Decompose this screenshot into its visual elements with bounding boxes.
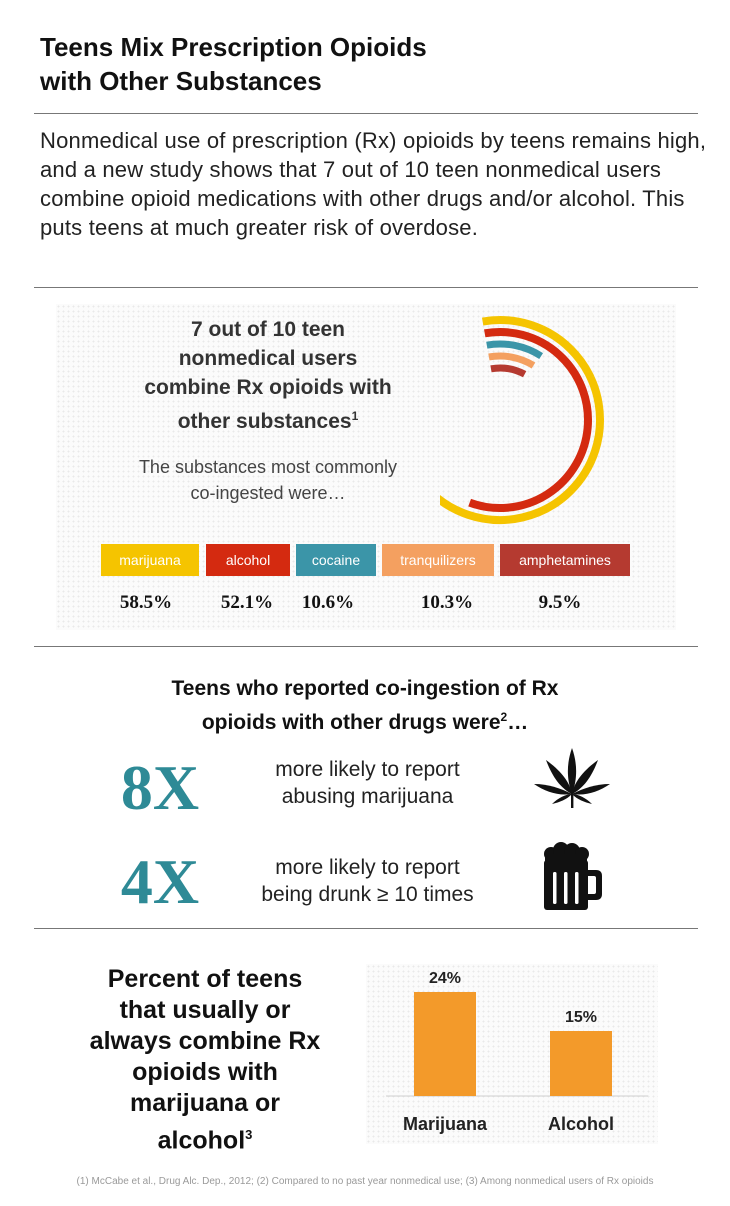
percent-heading-line-6: alcohol [157, 1126, 246, 1155]
arc-cocaine [486, 340, 544, 360]
cannabis-leaf-icon [534, 748, 610, 808]
drunk-risk-text: more likely to report being drunk ≥ 10 t… [230, 854, 505, 908]
legend-chip-marijuana: marijuana [101, 544, 199, 576]
co-ingestion-heading-line-2: opioids with other drugs were [201, 711, 501, 734]
beer-mug-icon [544, 842, 602, 910]
stat-headline-line-4: other substances [177, 410, 352, 433]
stat-subtext-line-1: The substances most commonly [138, 457, 398, 477]
bar-value-marijuana: 24% [429, 970, 461, 987]
percent-heading-line-5: marijuana or [129, 1089, 281, 1117]
percent-tranquilizers: 10.3% [420, 592, 474, 613]
legend-chip-alcohol: alcohol [206, 544, 290, 576]
co-ingestion-heading-line-1: Teens who reported co-ingestion of Rx [171, 677, 559, 700]
intro-paragraph: Nonmedical use of prescription (Rx) opio… [40, 128, 707, 240]
risk-line-1: more likely to report [275, 856, 460, 879]
multiplier-8x: 8X [120, 752, 200, 823]
page-title: Teens Mix Prescription Opioids with Othe… [40, 30, 680, 98]
arc-amphetamines [490, 364, 527, 378]
title-line-2: with Other Substances [40, 66, 322, 96]
legend-chip-amphetamines: amphetamines [500, 544, 630, 576]
arc-tranquilizers [488, 352, 536, 369]
co-ingestion-heading: Teens who reported co-ingestion of Rx op… [90, 674, 640, 737]
bar-marijuana [414, 992, 476, 1096]
divider [34, 113, 698, 114]
percent-heading-line-3: always combine Rx [89, 1027, 321, 1055]
risk-line-2: being drunk ≥ 10 times [261, 883, 474, 906]
legend-chip-tranquilizers: tranquilizers [382, 544, 494, 576]
percent-heading: Percent of teens that usually or always … [60, 964, 350, 1156]
percent-heading-line-2: that usually or [119, 996, 291, 1024]
footnote-ref: 1 [351, 409, 359, 423]
substance-arc-chart [440, 316, 604, 524]
footnote: (1) McCabe et al., Drug Alc. Dep., 2012;… [76, 1176, 654, 1187]
percent-heading-line-4: opioids with [132, 1058, 278, 1086]
bar-alcohol [550, 1031, 612, 1096]
percent-marijuana: 58.5% [119, 592, 173, 613]
stat-subtext: The substances most commonly co-ingested… [98, 454, 438, 506]
legend-chip-cocaine: cocaine [296, 544, 376, 576]
stat-subtext-line-2: co-ingested were… [190, 483, 346, 503]
multiplier-4x: 4X [120, 846, 200, 917]
heading-ellipsis: … [507, 711, 529, 734]
risk-line-2: abusing marijuana [281, 785, 454, 808]
title-line-1: Teens Mix Prescription Opioids [40, 32, 427, 62]
bar-value-alcohol: 15% [565, 1009, 597, 1026]
footnote-ref: 2 [500, 710, 508, 724]
divider [34, 928, 698, 929]
stat-headline-line-2: nonmedical users [178, 347, 358, 370]
percent-amphetamines: 9.5% [538, 592, 582, 613]
divider [34, 287, 698, 288]
arc-alcohol [468, 328, 592, 512]
risk-line-1: more likely to report [275, 758, 460, 781]
percent-cocaine: 10.6% [301, 592, 355, 613]
bar-label-alcohol: Alcohol [548, 1114, 614, 1134]
percent-heading-line-1: Percent of teens [107, 965, 303, 993]
percent-alcohol: 52.1% [220, 592, 274, 613]
stat-headline: 7 out of 10 teen nonmedical users combin… [98, 315, 438, 436]
combine-bar-chart: 24% Marijuana 15% Alcohol [386, 970, 648, 1134]
marijuana-risk-text: more likely to report abusing marijuana [230, 756, 505, 810]
stat-headline-line-3: combine Rx opioids with [144, 376, 392, 399]
arc-marijuana [440, 316, 604, 524]
stat-headline-line-1: 7 out of 10 teen [190, 318, 346, 341]
divider [34, 646, 698, 647]
footnote-ref: 3 [245, 1127, 253, 1142]
bar-label-marijuana: Marijuana [403, 1114, 488, 1134]
